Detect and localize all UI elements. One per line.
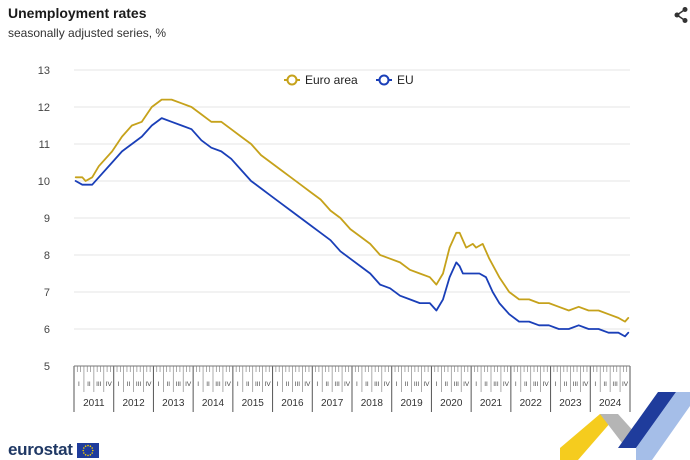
y-tick-label: 8 (44, 250, 50, 262)
quarter-label: II (87, 381, 91, 388)
quarter-label: II (405, 381, 409, 388)
quarter-label: II (564, 381, 568, 388)
y-tick-label: 9 (44, 213, 50, 225)
y-tick-label: 6 (44, 324, 50, 336)
quarter-label: III (573, 381, 579, 388)
quarter-label: II (524, 381, 528, 388)
quarter-label: II (445, 381, 449, 388)
quarter-label: II (365, 381, 369, 388)
quarter-label: I (118, 381, 120, 388)
chart-title: Unemployment rates (8, 5, 147, 21)
quarter-label: III (334, 381, 340, 388)
quarter-label: I (78, 381, 80, 388)
year-label: 2021 (480, 398, 503, 409)
year-label: 2013 (162, 398, 185, 409)
quarter-label: IV (265, 381, 272, 388)
chart-subtitle: seasonally adjusted series, % (8, 26, 167, 40)
quarter-label: IV (384, 381, 391, 388)
quarter-label: II (484, 381, 488, 388)
quarter-label: III (454, 381, 460, 388)
quarter-label: III (136, 381, 142, 388)
quarter-label: IV (304, 381, 311, 388)
year-label: 2014 (202, 398, 225, 409)
share-icon[interactable] (672, 6, 690, 24)
quarter-label: IV (185, 381, 192, 388)
quarter-label: IV (106, 381, 113, 388)
quarter-label: IV (145, 381, 152, 388)
legend-label: Euro area (305, 73, 358, 87)
quarter-label: II (167, 381, 171, 388)
year-label: 2022 (520, 398, 543, 409)
y-tick-label: 7 (44, 287, 50, 299)
quarter-label: IV (225, 381, 232, 388)
quarter-label: III (414, 381, 420, 388)
quarter-label: III (255, 381, 261, 388)
quarter-label: I (515, 381, 517, 388)
y-tick-label: 13 (38, 65, 50, 77)
quarter-label: IV (503, 381, 510, 388)
year-label: 2012 (122, 398, 145, 409)
quarter-label: I (277, 381, 279, 388)
year-label: 2023 (559, 398, 582, 409)
quarter-label: I (475, 381, 477, 388)
quarter-label: III (493, 381, 499, 388)
quarter-label: II (603, 381, 607, 388)
y-tick-label: 10 (38, 176, 50, 188)
quarter-label: III (215, 381, 221, 388)
legend-swatch-marker (286, 74, 298, 86)
eurostat-logo: eurostat (8, 440, 99, 460)
year-label: 2011 (83, 398, 105, 409)
series-line-euro-area (74, 98, 630, 323)
y-tick-label: 11 (39, 139, 50, 151)
quarter-label: III (96, 381, 102, 388)
quarter-label: I (396, 381, 398, 388)
legend-swatch-marker (378, 74, 390, 86)
quarter-label: II (286, 381, 290, 388)
quarter-label: IV (582, 381, 589, 388)
quarter-label: I (197, 381, 199, 388)
quarter-label: I (435, 381, 437, 388)
series-line-eu (74, 117, 630, 338)
quarter-label: II (127, 381, 131, 388)
quarter-label: IV (344, 381, 351, 388)
quarter-label: IV (423, 381, 430, 388)
quarter-label: I (237, 381, 239, 388)
quarter-label: III (295, 381, 301, 388)
quarter-label: III (374, 381, 380, 388)
quarter-label: II (325, 381, 329, 388)
quarter-label: III (176, 381, 182, 388)
quarter-label: IV (463, 381, 470, 388)
year-label: 2015 (242, 398, 265, 409)
year-label: 2019 (400, 398, 423, 409)
quarter-label: I (594, 381, 596, 388)
quarter-label: IV (543, 381, 550, 388)
year-label: 2016 (281, 398, 304, 409)
year-label: 2024 (599, 398, 622, 409)
year-label: 2017 (321, 398, 344, 409)
quarter-label: I (316, 381, 318, 388)
eu-flag-icon (76, 442, 99, 458)
quarter-label: III (533, 381, 539, 388)
quarter-label: I (157, 381, 159, 388)
year-label: 2018 (361, 398, 384, 409)
quarter-label: III (612, 381, 618, 388)
y-tick-label: 12 (38, 102, 50, 114)
quarter-label: II (206, 381, 210, 388)
brand-name: eurostat (8, 440, 73, 459)
quarter-label: I (555, 381, 557, 388)
year-label: 2020 (440, 398, 463, 409)
y-tick-label: 5 (44, 361, 50, 373)
quarter-label: II (246, 381, 250, 388)
quarter-label: I (356, 381, 358, 388)
legend-label: EU (397, 73, 414, 87)
decorative-chevron-logo (560, 392, 690, 460)
quarter-label: IV (622, 381, 629, 388)
